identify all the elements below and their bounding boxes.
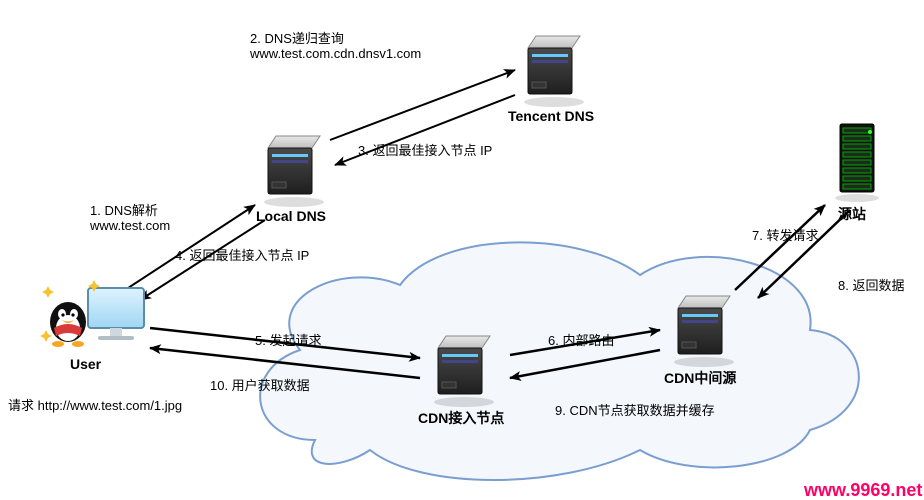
node-tencent-dns: Tencent DNS [508,104,594,124]
arrow-a7 [735,205,825,290]
label-2b: www.test.com.cdn.dnsv1.com [250,46,421,61]
arrow-a9 [510,350,660,378]
user-icon [40,280,144,347]
label-1b: www.test.com [90,218,170,233]
node-local-dns: Local DNS [256,204,326,224]
label-2a: 2. DNS递归查询 [250,28,344,47]
node-cdn-edge: CDN接入节点 [418,404,504,428]
node-tencent-dns-label: Tencent DNS [508,108,594,124]
label-6: 6. 内部路由 [548,330,614,349]
user-caption: 请求 http://www.test.com/1.jpg [8,395,182,414]
node-cdn-edge-label: CDN接入节点 [418,408,504,428]
server-icon [674,296,734,367]
server-icon [264,136,324,207]
label-3: 3. 返回最佳接入节点 IP [358,140,492,159]
label-9: 9. CDN节点获取数据并缓存 [555,400,715,419]
label-4: 4. 返回最佳接入节点 IP [175,245,309,264]
watermark: www.9969.net [804,480,922,500]
node-origin-label: 源站 [838,204,866,224]
server-icon [434,336,494,407]
arrow-a8 [758,210,850,298]
label-1a: 1. DNS解析 [90,200,158,219]
node-user-label: User [70,356,101,372]
node-local-dns-label: Local DNS [256,208,326,224]
node-user: User [70,352,101,372]
label-10: 10. 用户获取数据 [210,375,310,394]
arrow-a10 [150,348,420,378]
rack-icon [835,124,879,202]
label-7: 7. 转发请求 [752,225,818,244]
server-icon [524,36,584,107]
arrow-a2 [330,70,515,140]
diagram-stage: 1. DNS解析 www.test.com 2. DNS递归查询 www.tes… [0,0,924,500]
node-cdn-mid: CDN中间源 [664,364,736,388]
node-origin: 源站 [838,200,866,224]
cloud-shape [260,242,859,480]
label-8: 8. 返回数据 [838,275,904,294]
node-cdn-mid-label: CDN中间源 [664,368,736,388]
arrow-layer [125,70,850,378]
label-5: 5. 发起请求 [255,330,321,349]
